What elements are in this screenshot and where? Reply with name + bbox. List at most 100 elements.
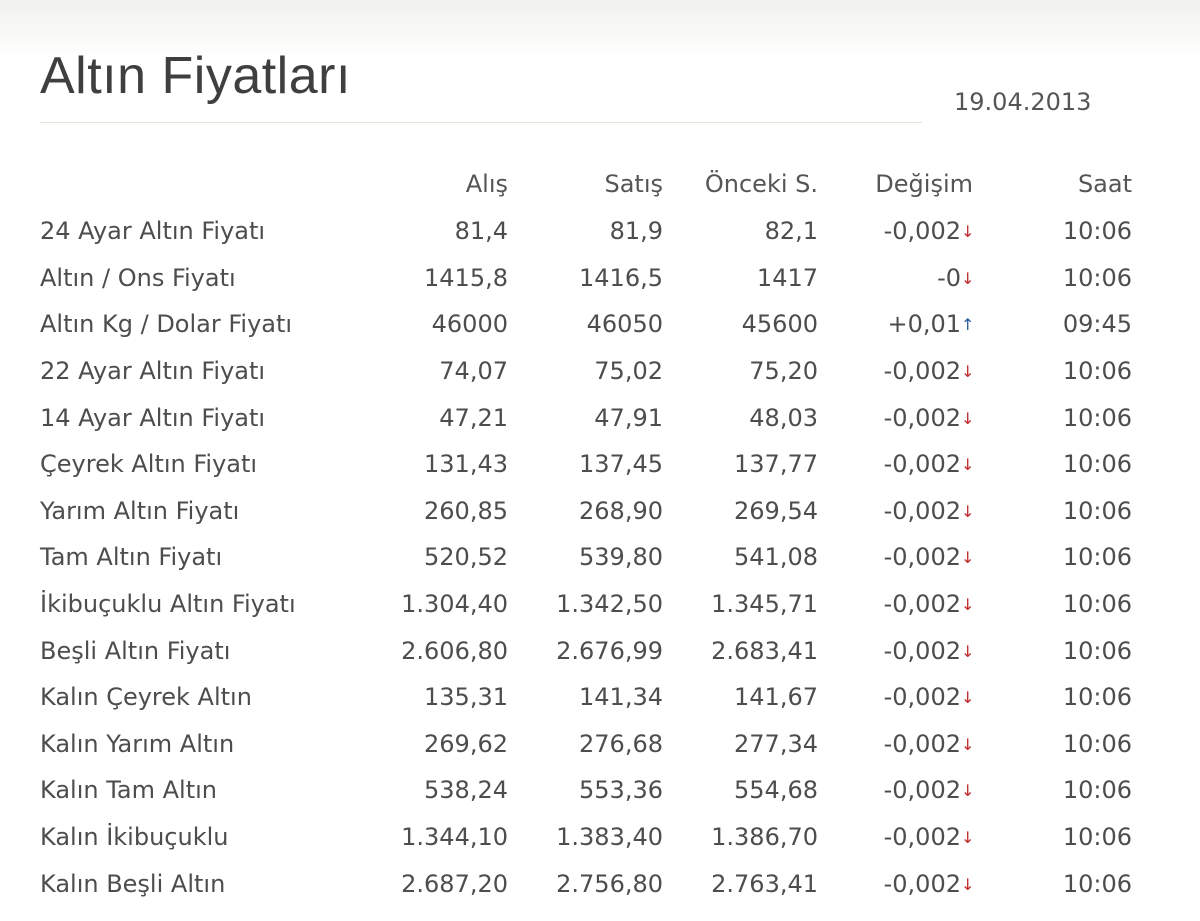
- table-row: Kalın Beşli Altın 2.687,20 2.756,80 2.763,4…: [40, 860, 1132, 907]
- arrow-down-icon: ↓: [961, 828, 975, 848]
- table-row: Beşli Altın Fiyatı 2.606,80 2.676,99 2.683,…: [40, 627, 1132, 674]
- header-sell: Satış: [604, 170, 663, 198]
- row-change-value: -0,002: [883, 823, 961, 852]
- row-time: 10:06: [1062, 357, 1132, 386]
- row-change-value: -0,002: [883, 403, 961, 432]
- row-name: 14 Ayar Altın Fiyatı: [40, 403, 266, 432]
- row-time: 10:06: [1062, 776, 1132, 805]
- table-body: 24 Ayar Altın Fiyatı 81,4 81,9 82,1 -0,002↓ 1…: [40, 208, 1132, 907]
- row-sell-price: 1416,5: [579, 263, 663, 292]
- row-name: 22 Ayar Altın Fiyatı: [40, 357, 266, 386]
- table-row: 14 Ayar Altın Fiyatı 47,21 47,91 48,03 -0,00…: [40, 394, 1132, 441]
- row-name: 24 Ayar Altın Fiyatı: [40, 217, 266, 246]
- row-buy-price: 74,07: [439, 357, 508, 386]
- table-row: Kalın Tam Altın 538,24 553,36 554,68 -0,002↓…: [40, 767, 1132, 814]
- row-previous-price: 45600: [741, 310, 818, 339]
- row-buy-price: 46000: [431, 310, 508, 339]
- arrow-down-icon: ↓: [961, 501, 975, 521]
- row-sell-price: 539,80: [579, 543, 663, 572]
- row-change: -0,002↓: [818, 860, 975, 907]
- row-time: 10:06: [1062, 543, 1132, 572]
- arrow-down-icon: ↓: [961, 595, 975, 615]
- arrow-down-icon: ↓: [961, 641, 975, 661]
- row-previous-price: 2.763,41: [711, 869, 818, 898]
- row-time: 10:06: [1062, 496, 1132, 525]
- row-name: Yarım Altın Fiyatı: [40, 496, 240, 525]
- row-change: -0,002↓: [818, 721, 975, 768]
- row-change-value: -0,002: [883, 590, 961, 619]
- row-buy-price: 2.606,80: [401, 636, 508, 665]
- row-buy-price: 135,31: [424, 683, 508, 712]
- arrow-down-icon: ↓: [961, 874, 975, 894]
- row-time: 10:06: [1062, 823, 1132, 852]
- page-title: Altın Fiyatları: [40, 47, 351, 105]
- row-change: -0,002↓: [818, 394, 975, 441]
- row-buy-price: 2.687,20: [401, 869, 508, 898]
- row-change: -0,002↓: [818, 627, 975, 674]
- row-time: 10:06: [1062, 263, 1132, 292]
- row-time: 10:06: [1062, 869, 1132, 898]
- table-row: Yarım Altın Fiyatı 260,85 268,90 269,54 -0,0…: [40, 488, 1132, 535]
- row-sell-price: 2.756,80: [556, 869, 663, 898]
- row-buy-price: 131,43: [424, 450, 508, 479]
- table-row: 24 Ayar Altın Fiyatı 81,4 81,9 82,1 -0,002↓ 1…: [40, 208, 1132, 255]
- row-change-value: -0: [937, 263, 961, 292]
- header-time: Saat: [1077, 170, 1132, 198]
- arrow-down-icon: ↓: [961, 688, 975, 708]
- row-buy-price: 538,24: [424, 776, 508, 805]
- row-previous-price: 48,03: [749, 403, 818, 432]
- row-name: İkibuçuklu Altın Fiyatı: [40, 590, 296, 619]
- row-change: -0,002↓: [818, 488, 975, 535]
- page-date: 19.04.2013: [954, 88, 1092, 116]
- row-name: Kalın İkibuçuklu: [40, 823, 229, 852]
- header-change: Değişim: [875, 170, 973, 198]
- row-change-value: -0,002: [883, 683, 961, 712]
- row-time: 10:06: [1062, 590, 1132, 619]
- row-sell-price: 141,34: [579, 683, 663, 712]
- row-time: 10:06: [1062, 450, 1132, 479]
- row-change: +0,01↑: [818, 301, 975, 348]
- row-sell-price: 1.342,50: [556, 590, 663, 619]
- table-row: Kalın Yarım Altın 269,62 276,68 277,34 -0,00…: [40, 721, 1132, 768]
- row-change: -0,002↓: [818, 348, 975, 395]
- row-time: 09:45: [1062, 310, 1132, 339]
- row-change-value: -0,002: [883, 496, 961, 525]
- row-change: -0,002↓: [818, 208, 975, 255]
- row-previous-price: 1.386,70: [711, 823, 818, 852]
- arrow-down-icon: ↓: [961, 268, 975, 288]
- arrow-down-icon: ↓: [961, 781, 975, 801]
- row-sell-price: 75,02: [594, 357, 663, 386]
- row-previous-price: 269,54: [734, 496, 818, 525]
- table-row: Tam Altın Fiyatı 520,52 539,80 541,08 -0,002…: [40, 534, 1132, 581]
- row-buy-price: 269,62: [424, 729, 508, 758]
- row-buy-price: 81,4: [454, 217, 508, 246]
- header-previous: Önceki S.: [704, 170, 818, 198]
- row-sell-price: 81,9: [609, 217, 663, 246]
- row-buy-price: 1.344,10: [401, 823, 508, 852]
- row-sell-price: 2.676,99: [556, 636, 663, 665]
- arrow-up-icon: ↑: [961, 315, 975, 335]
- table-row: Altın / Ons Fiyatı 1415,8 1416,5 1417 -0↓ 10:…: [40, 255, 1132, 302]
- row-previous-price: 75,20: [749, 357, 818, 386]
- row-name: Beşli Altın Fiyatı: [40, 636, 231, 665]
- row-name: Kalın Tam Altın: [40, 776, 217, 805]
- row-sell-price: 268,90: [579, 496, 663, 525]
- arrow-down-icon: ↓: [961, 548, 975, 568]
- row-name: Kalın Yarım Altın: [40, 729, 235, 758]
- row-previous-price: 2.683,41: [711, 636, 818, 665]
- row-previous-price: 1417: [756, 263, 818, 292]
- gold-prices-table: Alış Satış Önceki S. Değişim Saat 24 Aya…: [40, 160, 1132, 907]
- row-sell-price: 46050: [586, 310, 663, 339]
- row-sell-price: 1.383,40: [556, 823, 663, 852]
- row-change-value: -0,002: [883, 357, 961, 386]
- arrow-down-icon: ↓: [961, 734, 975, 754]
- row-buy-price: 260,85: [424, 496, 508, 525]
- row-change: -0,002↓: [818, 581, 975, 628]
- row-change: -0,002↓: [818, 441, 975, 488]
- row-change: -0,002↓: [818, 674, 975, 721]
- row-change-value: +0,01: [887, 310, 961, 339]
- row-previous-price: 554,68: [734, 776, 818, 805]
- row-name: Altın Kg / Dolar Fiyatı: [40, 310, 293, 339]
- row-name: Kalın Beşli Altın: [40, 869, 226, 898]
- row-change-value: -0,002: [883, 869, 961, 898]
